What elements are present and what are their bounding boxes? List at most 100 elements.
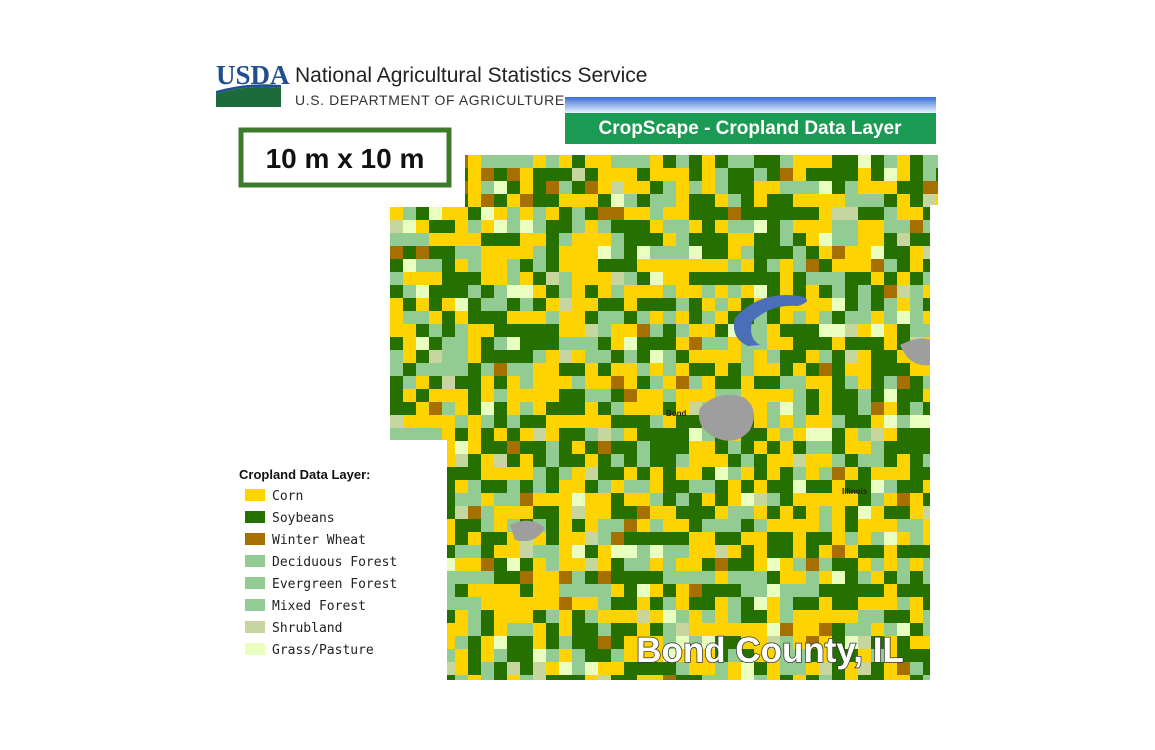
map-cell bbox=[923, 662, 936, 675]
map-cell bbox=[585, 597, 598, 610]
map-cell bbox=[572, 467, 585, 480]
map-cell bbox=[650, 220, 663, 233]
map-cell bbox=[897, 402, 910, 415]
map-cell bbox=[754, 493, 767, 506]
map-cell bbox=[702, 363, 715, 376]
map-cell bbox=[910, 168, 923, 181]
map-cell bbox=[871, 441, 884, 454]
map-cell bbox=[416, 402, 429, 415]
map-cell bbox=[585, 402, 598, 415]
map-cell bbox=[910, 272, 923, 285]
map-cell bbox=[507, 623, 520, 636]
map-cell bbox=[494, 519, 507, 532]
map-cell bbox=[663, 480, 676, 493]
map-cell bbox=[676, 428, 689, 441]
map-cell bbox=[845, 363, 858, 376]
map-cell bbox=[520, 246, 533, 259]
map-cell bbox=[845, 233, 858, 246]
map-cell bbox=[806, 324, 819, 337]
map-cell bbox=[507, 155, 520, 168]
map-cell bbox=[520, 415, 533, 428]
map-cell bbox=[559, 662, 572, 675]
map-cell bbox=[481, 623, 494, 636]
map-cell bbox=[468, 259, 481, 272]
map-cell bbox=[559, 298, 572, 311]
map-cell bbox=[572, 493, 585, 506]
map-cell bbox=[702, 259, 715, 272]
map-cell bbox=[767, 558, 780, 571]
map-cell bbox=[754, 285, 767, 298]
map-cell bbox=[559, 519, 572, 532]
map-cell bbox=[455, 558, 468, 571]
map-cell bbox=[871, 337, 884, 350]
legend-label: Deciduous Forest bbox=[272, 555, 397, 570]
map-cell bbox=[507, 415, 520, 428]
map-cell bbox=[546, 181, 559, 194]
map-cell bbox=[585, 350, 598, 363]
map-cell bbox=[923, 428, 936, 441]
map-cell bbox=[416, 597, 429, 610]
map-cell bbox=[676, 636, 689, 649]
map-cell bbox=[390, 506, 403, 519]
map-cell bbox=[858, 493, 871, 506]
map-cell bbox=[650, 363, 663, 376]
map-cell bbox=[767, 493, 780, 506]
map-cell bbox=[767, 324, 780, 337]
map-cell bbox=[767, 584, 780, 597]
map-cell bbox=[572, 519, 585, 532]
map-cell bbox=[507, 662, 520, 675]
map-cell bbox=[585, 181, 598, 194]
map-cell bbox=[858, 337, 871, 350]
map-cell bbox=[546, 194, 559, 207]
map-cell bbox=[884, 324, 897, 337]
map-cell bbox=[572, 506, 585, 519]
map-cell bbox=[416, 636, 429, 649]
map-cell bbox=[598, 532, 611, 545]
map-cell bbox=[819, 402, 832, 415]
map-cell bbox=[754, 571, 767, 584]
map-cell bbox=[819, 285, 832, 298]
map-cell bbox=[533, 623, 546, 636]
map-cell bbox=[676, 350, 689, 363]
map-cell bbox=[923, 649, 936, 662]
map-cell bbox=[585, 298, 598, 311]
map-cell bbox=[728, 285, 741, 298]
map-cell bbox=[468, 376, 481, 389]
map-cell bbox=[416, 662, 429, 675]
map-cell bbox=[624, 597, 637, 610]
map-cell bbox=[598, 376, 611, 389]
map-cell bbox=[611, 298, 624, 311]
map-cell bbox=[780, 181, 793, 194]
map-cell bbox=[559, 506, 572, 519]
map-caption: Bond County, IL bbox=[636, 631, 904, 670]
map-cell bbox=[650, 532, 663, 545]
map-cell bbox=[468, 233, 481, 246]
map-cell bbox=[923, 675, 936, 680]
map-cell bbox=[676, 454, 689, 467]
map-cell bbox=[923, 233, 936, 246]
map-cell bbox=[598, 311, 611, 324]
map-cell bbox=[910, 545, 923, 558]
map-cell bbox=[546, 493, 559, 506]
map-cell bbox=[819, 272, 832, 285]
map-cell bbox=[585, 454, 598, 467]
map-cell bbox=[884, 623, 897, 636]
map-cell bbox=[767, 207, 780, 220]
map-cell bbox=[910, 597, 923, 610]
map-cell bbox=[780, 649, 793, 662]
map-cell bbox=[858, 233, 871, 246]
map-cell bbox=[598, 571, 611, 584]
map-cell bbox=[689, 207, 702, 220]
map-cell bbox=[923, 545, 936, 558]
map-cell bbox=[741, 597, 754, 610]
map-cell bbox=[702, 454, 715, 467]
map-cell bbox=[637, 402, 650, 415]
map-cell bbox=[936, 194, 938, 207]
map-cell bbox=[611, 194, 624, 207]
map-cell bbox=[663, 376, 676, 389]
map-cell bbox=[793, 311, 806, 324]
map-cell bbox=[884, 558, 897, 571]
map-cell bbox=[832, 285, 845, 298]
map-cell bbox=[741, 441, 754, 454]
map-cell bbox=[559, 350, 572, 363]
